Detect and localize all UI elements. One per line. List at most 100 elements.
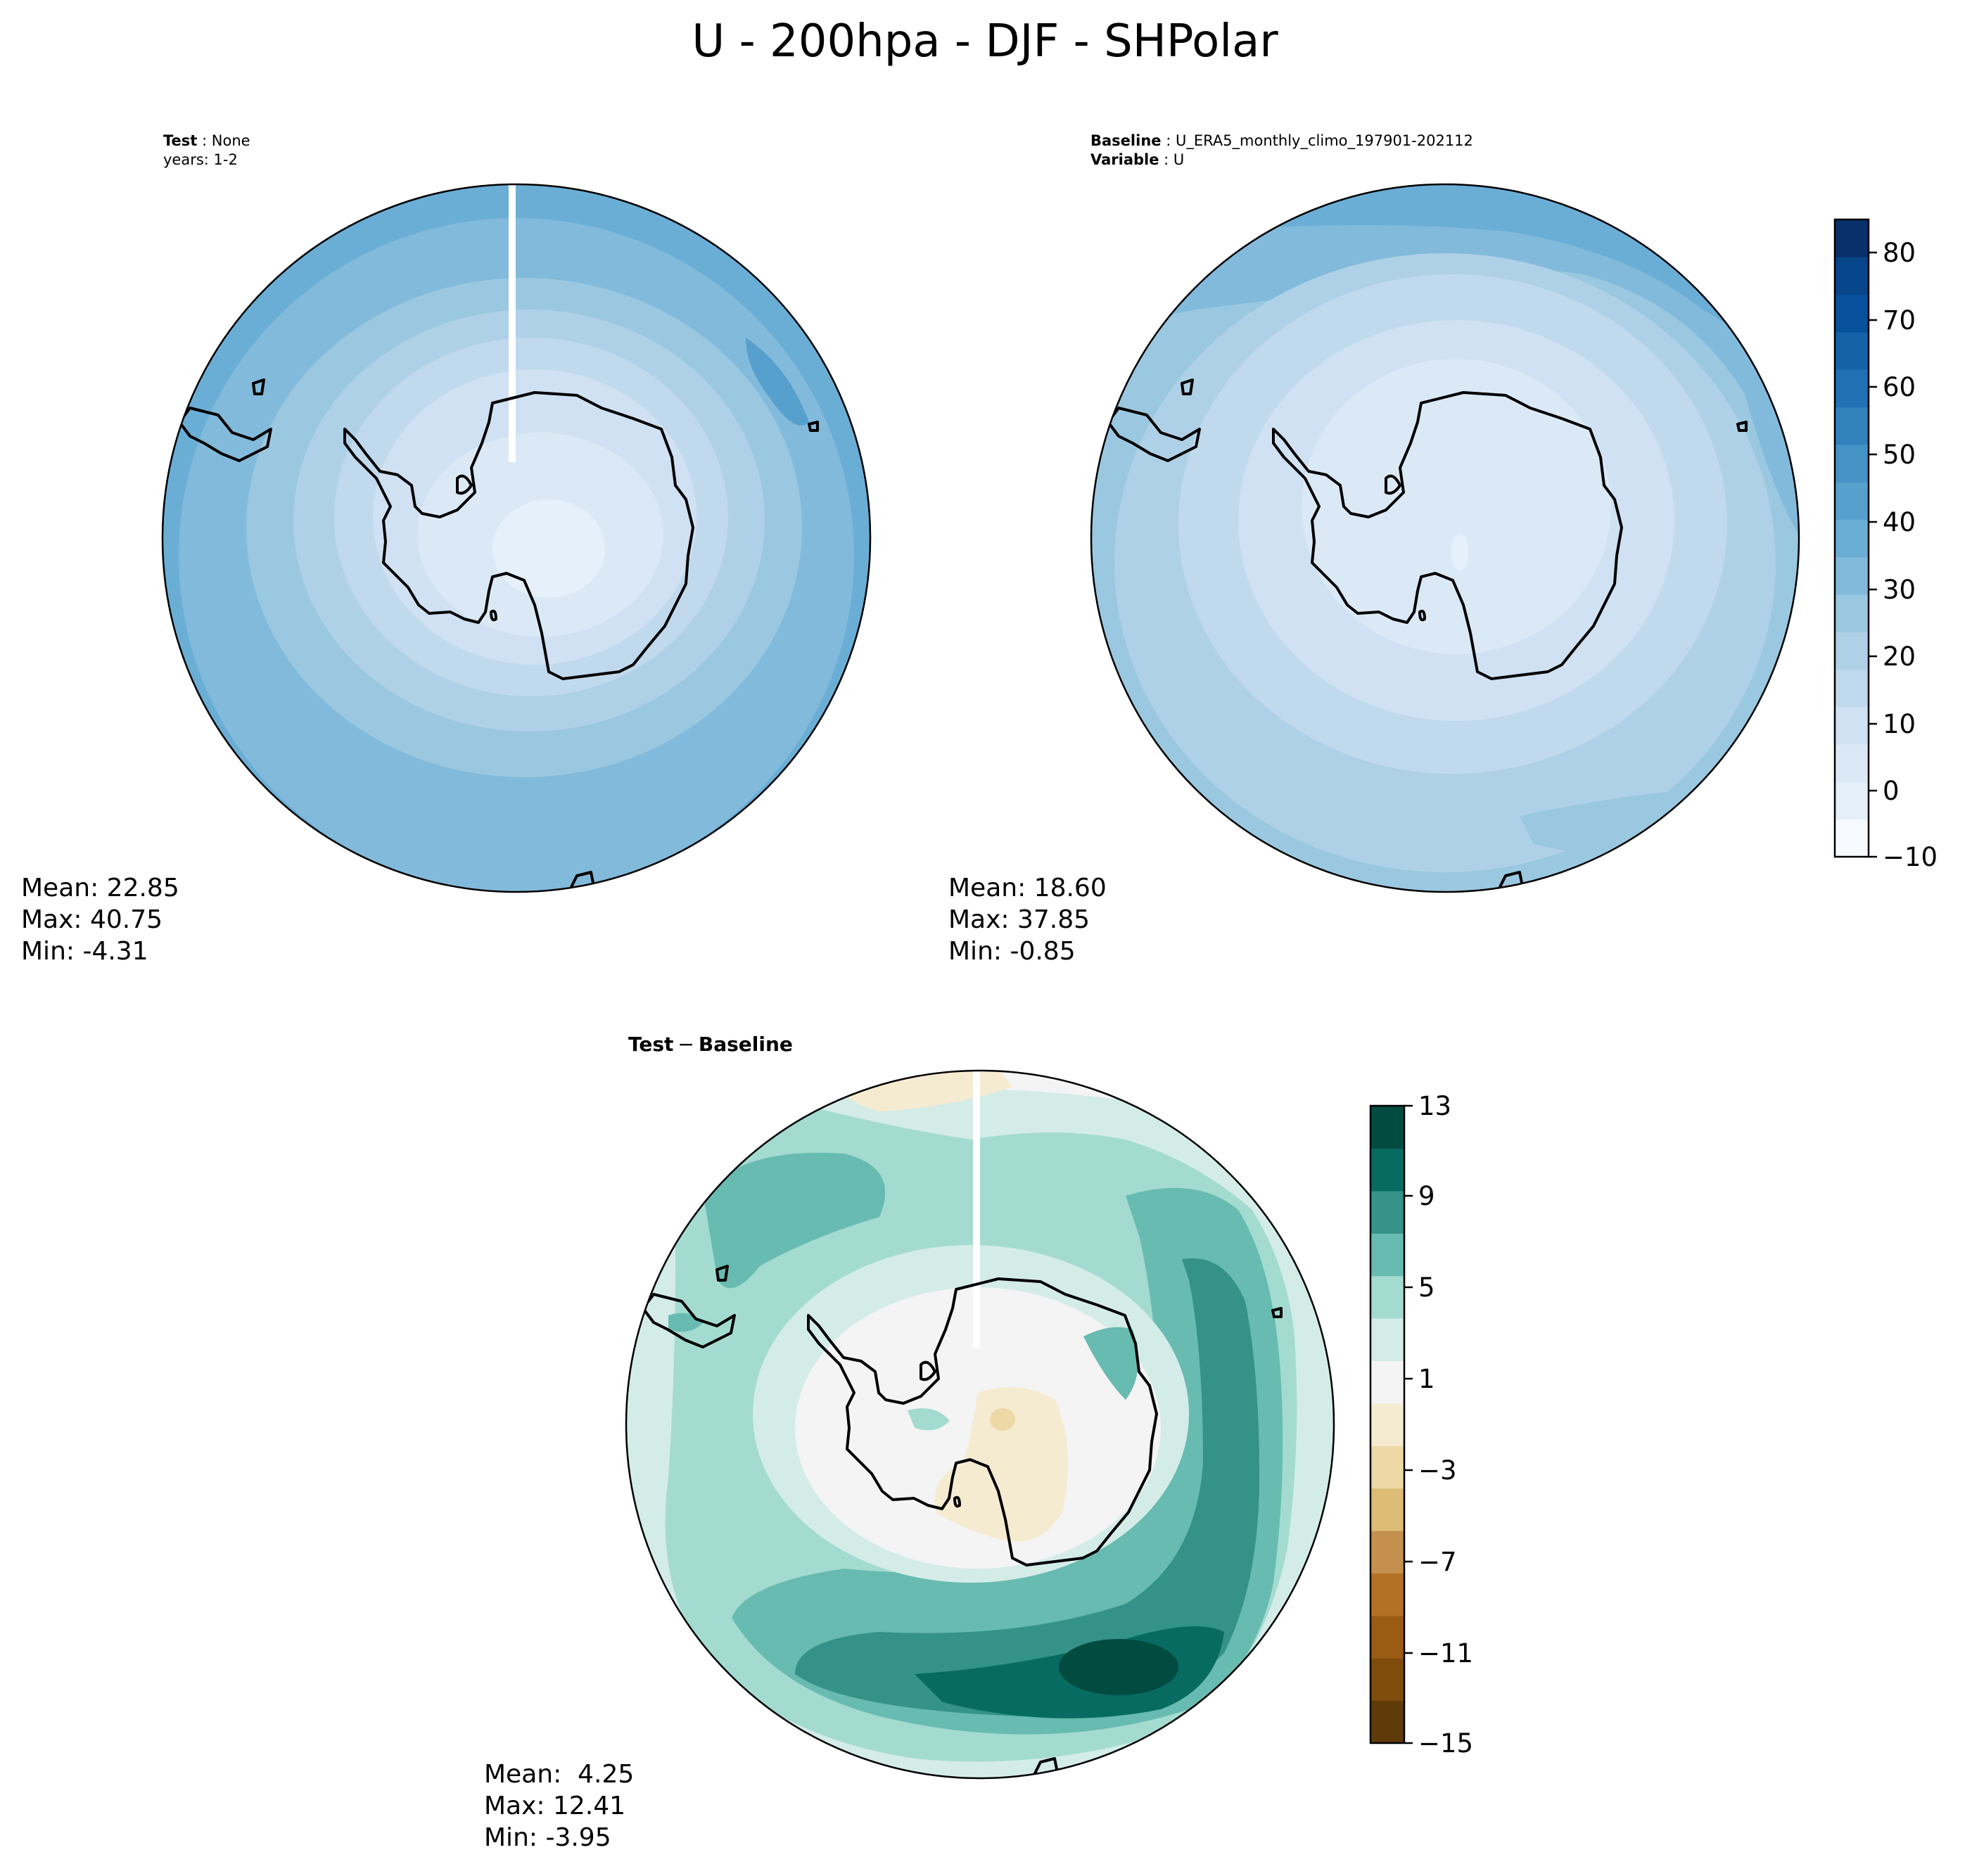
main-colorbar-block [1835,294,1869,333]
main-colorbar-block [1835,669,1869,708]
baseline-label-sep: : [1162,132,1176,149]
main-colorbar-tick-label: 40 [1883,507,1916,537]
diff-colorbar-block [1370,1106,1404,1149]
main-colorbar-block [1835,444,1869,483]
test-coastlines [178,378,819,891]
baseline-stat-max: Max: 37.85 [948,905,1090,934]
test-stat-min: Min: -4.31 [21,937,148,966]
test-years-label: years: 1-2 [163,151,238,168]
baseline-map [1091,184,1799,892]
test-map [163,184,870,892]
main-colorbar-block [1835,594,1869,632]
diff-map-boundary [625,1069,1335,1780]
diff-colorbar-ticks: 13 9 5 1 −3 −7 −11 −15 [1404,1091,1473,1759]
variable-label-value: U [1173,151,1184,168]
diff-colorbar-tick-label: 13 [1418,1091,1451,1121]
main-colorbar-tick-label: 20 [1883,642,1916,672]
diff-map [626,1071,1334,1778]
diff-colorbar-tick-label: −3 [1418,1455,1457,1486]
diff-stat-max: Max: 12.41 [484,1792,625,1820]
main-colorbar-tick-label: 80 [1883,238,1916,268]
baseline-stat-min: Min: -0.85 [948,937,1076,966]
variable-label-key: Variable [1090,151,1159,168]
main-colorbar-block [1835,519,1869,558]
diff-colorbar-block [1370,1700,1404,1744]
main-colorbar-tick-label: 10 [1883,709,1916,739]
main-colorbar-tick-label: 70 [1883,305,1916,336]
diff-panel: Test − Baseline [484,1033,1335,1852]
diff-colorbar-block [1370,1360,1404,1404]
diff-stats: Mean: 4.25 Max: 12.41 Min: -3.95 [484,1760,634,1852]
test-label-value: None [212,132,250,149]
diff-coastlines [642,1265,1283,1777]
figure-title: U - 200hpa - DJF - SHPolar [692,15,1278,68]
main-colorbar-tick-label: 60 [1883,372,1916,402]
diff-colorbar-tick-label: 1 [1418,1364,1435,1394]
main-colorbar-block [1835,706,1869,745]
diff-colorbar-block [1370,1531,1404,1574]
baseline-coastlines [1107,378,1748,891]
diff-colorbar-block [1370,1318,1404,1361]
test-stat-mean: Mean: 22.85 [21,874,179,902]
test-label: Test : None [163,132,250,149]
diff-colorbar-tick-label: −15 [1418,1728,1473,1759]
main-colorbar-block [1835,556,1869,595]
baseline-map-boundary [1090,183,1800,893]
diff-colorbar-tick-label: 5 [1418,1272,1435,1303]
diff-colorbar-block [1370,1573,1404,1616]
diff-colorbar-tick-label: −7 [1418,1547,1457,1577]
diff-stat-mean: Mean: 4.25 [484,1760,634,1789]
main-colorbar-block [1835,407,1869,445]
baseline-label-value: U_ERA5_monthly_climo_197901-202112 [1176,132,1473,150]
diff-colorbar-block [1370,1148,1404,1192]
baseline-label: Baseline : U_ERA5_monthly_climo_197901-2… [1090,132,1473,150]
diff-stat-min: Min: -3.95 [484,1823,611,1852]
diff-label: Test − Baseline [628,1033,793,1056]
baseline-label-key: Baseline [1090,132,1162,149]
main-colorbar: 80 70 60 50 40 30 20 10 0 −10 [1833,218,1938,872]
variable-label-sep: : [1159,151,1173,168]
diff-colorbar-frame [1369,1104,1406,1744]
diff-colorbar-block [1370,1403,1404,1446]
diff-colorbar-block [1370,1488,1404,1531]
main-colorbar-tick-label: 0 [1883,776,1900,806]
main-colorbar-tick-label: 30 [1883,575,1916,605]
diff-colorbar-block [1370,1233,1404,1277]
diff-label-baseline: Baseline [699,1033,793,1056]
test-stat-max: Max: 40.75 [21,905,163,934]
test-label-key: Test [163,132,197,149]
variable-label: Variable : U [1090,151,1184,168]
baseline-panel: Baseline : U_ERA5_monthly_climo_197901-2… [948,132,1800,966]
diff-colorbar-block [1370,1275,1404,1319]
main-colorbar-block [1835,257,1869,295]
diff-label-operator: − [678,1033,694,1056]
main-colorbar-block [1835,331,1869,370]
main-colorbar-block [1835,369,1869,408]
diff-colorbar: 13 9 5 1 −3 −7 −11 −15 [1369,1091,1473,1759]
main-colorbar-block [1835,781,1869,820]
diff-label-test: Test [628,1033,673,1056]
main-colorbar-block [1835,744,1869,783]
diff-colorbar-block [1370,1658,1404,1702]
main-colorbar-ticks: 80 70 60 50 40 30 20 10 0 −10 [1869,238,1938,872]
diff-colorbar-blocks [1370,1106,1404,1744]
main-colorbar-block [1835,482,1869,520]
baseline-stats: Mean: 18.60 Max: 37.85 Min: -0.85 [948,874,1107,966]
test-panel: Test : None years: 1-2 Mean: 22.85 [21,132,872,966]
main-colorbar-tick-label: −10 [1883,842,1938,872]
test-stats: Mean: 22.85 Max: 40.75 Min: -4.31 [21,874,179,966]
main-colorbar-tick-label: 50 [1883,440,1916,470]
main-colorbar-block [1835,819,1869,857]
diff-colorbar-block [1370,1190,1404,1234]
diff-colorbar-tick-label: −11 [1418,1638,1473,1668]
diff-colorbar-block [1370,1615,1404,1659]
main-colorbar-block [1835,632,1869,670]
baseline-stat-mean: Mean: 18.60 [948,874,1107,902]
diff-colorbar-block [1370,1446,1404,1489]
test-label-sep: : [197,132,211,149]
main-colorbar-block [1835,219,1869,257]
diff-colorbar-tick-label: 9 [1418,1181,1435,1211]
main-colorbar-frame [1833,218,1870,858]
main-colorbar-blocks [1835,219,1869,857]
